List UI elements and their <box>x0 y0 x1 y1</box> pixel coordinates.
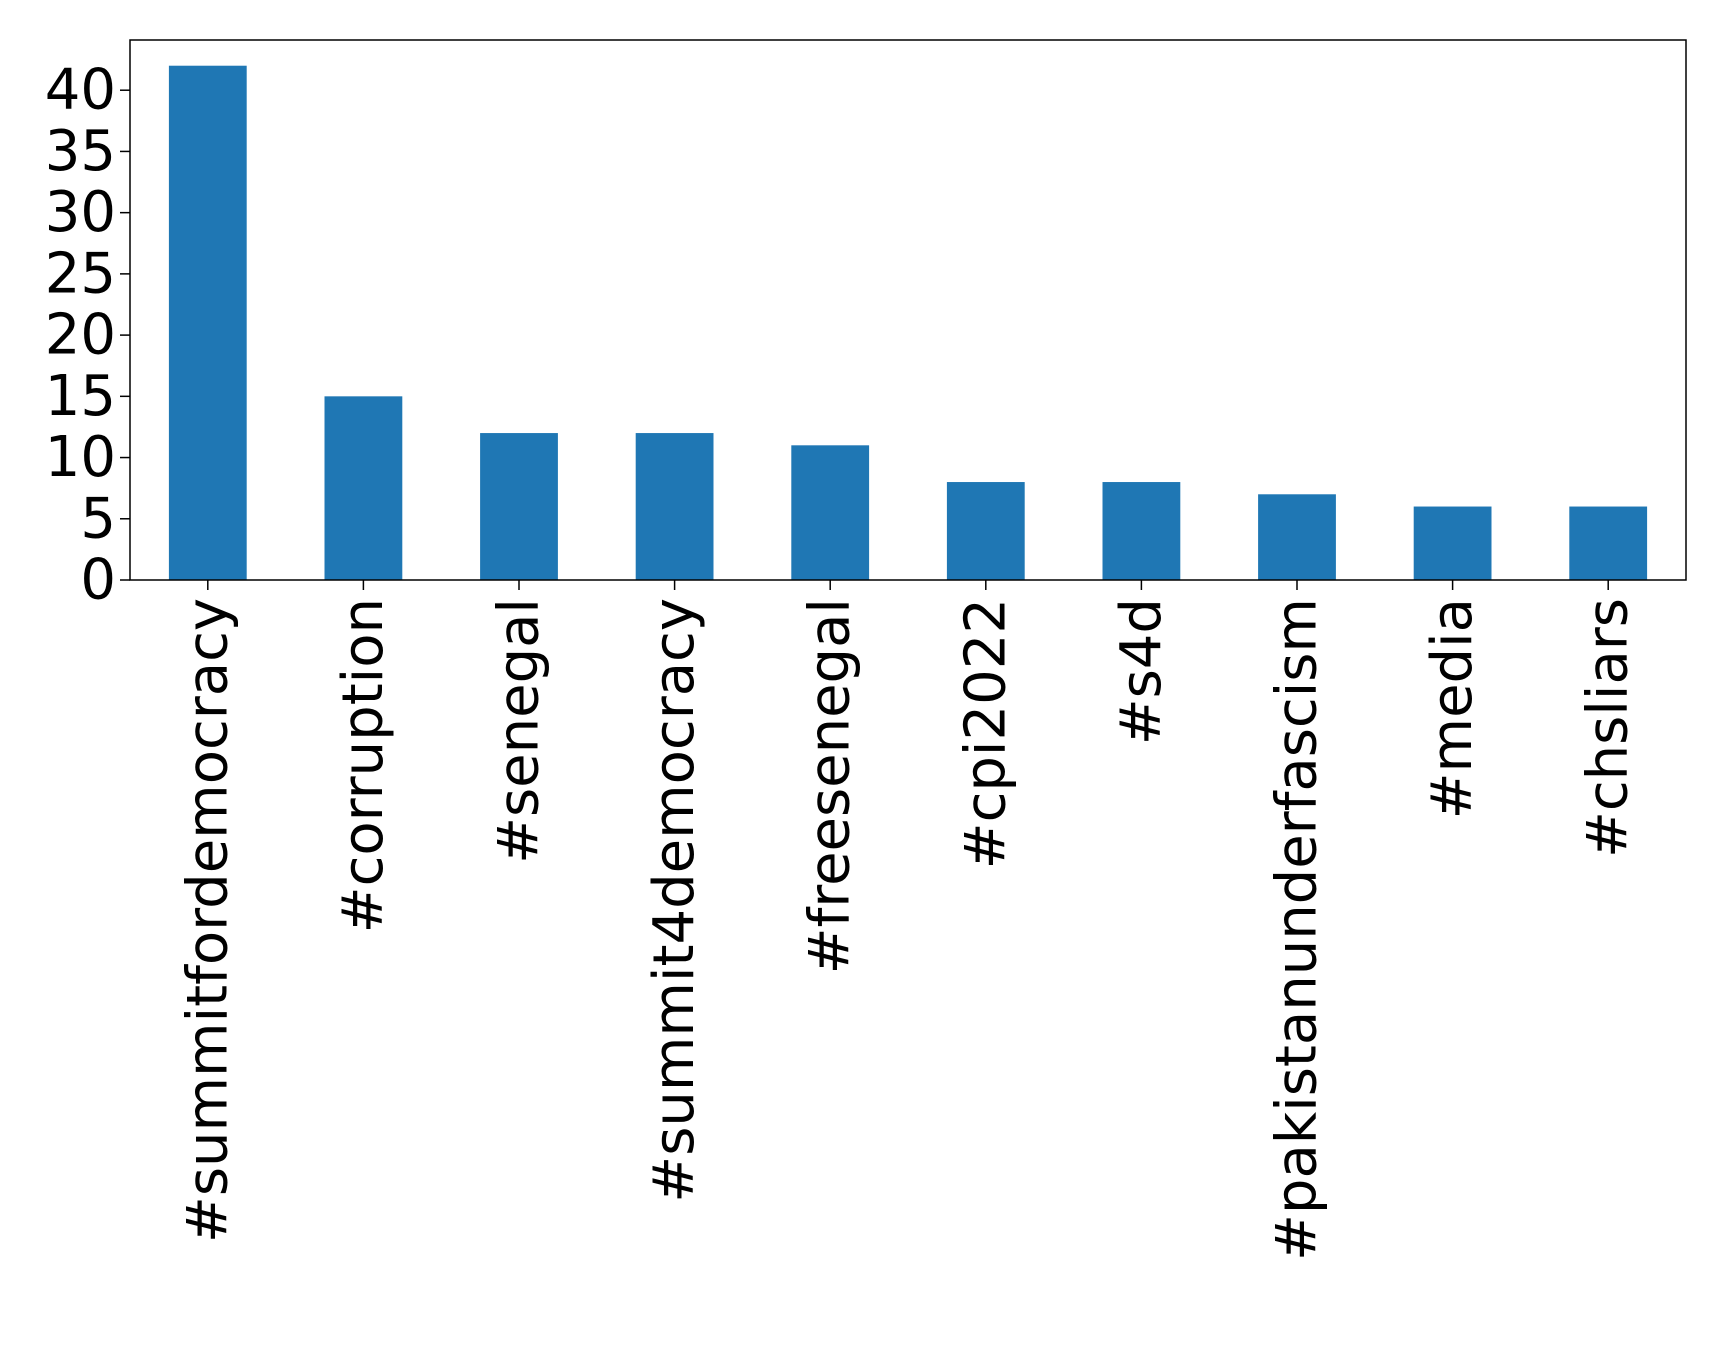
x-tick-label: #freesenegal <box>798 598 863 974</box>
y-tick-label: 10 <box>45 425 116 490</box>
bar <box>1569 506 1648 580</box>
y-tick-label: 40 <box>45 58 116 123</box>
y-tick-label: 25 <box>45 241 116 306</box>
x-tick-label: #corruption <box>331 598 396 933</box>
x-tick-label: #media <box>1420 598 1485 819</box>
y-tick-label: 30 <box>45 180 116 245</box>
bar <box>635 433 714 580</box>
y-tick-label: 35 <box>45 119 116 184</box>
x-tick-label: #pakistanunderfascism <box>1265 598 1330 1261</box>
bar <box>946 482 1025 580</box>
x-tick-label: #summitfordemocracy <box>175 598 240 1243</box>
x-tick-label: #summit4democracy <box>642 598 707 1203</box>
bar <box>480 433 558 580</box>
x-tick-label: #chsliars <box>1576 598 1641 858</box>
bar <box>168 65 247 580</box>
y-tick-label: 15 <box>45 364 116 429</box>
bars-group <box>168 65 1648 580</box>
x-tick-label: #senegal <box>487 598 552 864</box>
x-tick-label: #cpi2022 <box>953 598 1018 869</box>
bar <box>1258 494 1336 580</box>
y-tick-label: 0 <box>80 548 116 613</box>
bar <box>1413 506 1492 580</box>
bar <box>791 445 870 580</box>
plot-area-frame <box>129 39 1687 581</box>
x-tick-label: #s4d <box>1109 598 1174 745</box>
bar <box>1102 482 1181 580</box>
x-axis: #summitfordemocracy #corruption #senegal #s… <box>175 580 1641 1261</box>
y-tick-label: 5 <box>80 486 116 551</box>
bar <box>324 396 403 580</box>
y-tick-label: 20 <box>45 303 116 368</box>
